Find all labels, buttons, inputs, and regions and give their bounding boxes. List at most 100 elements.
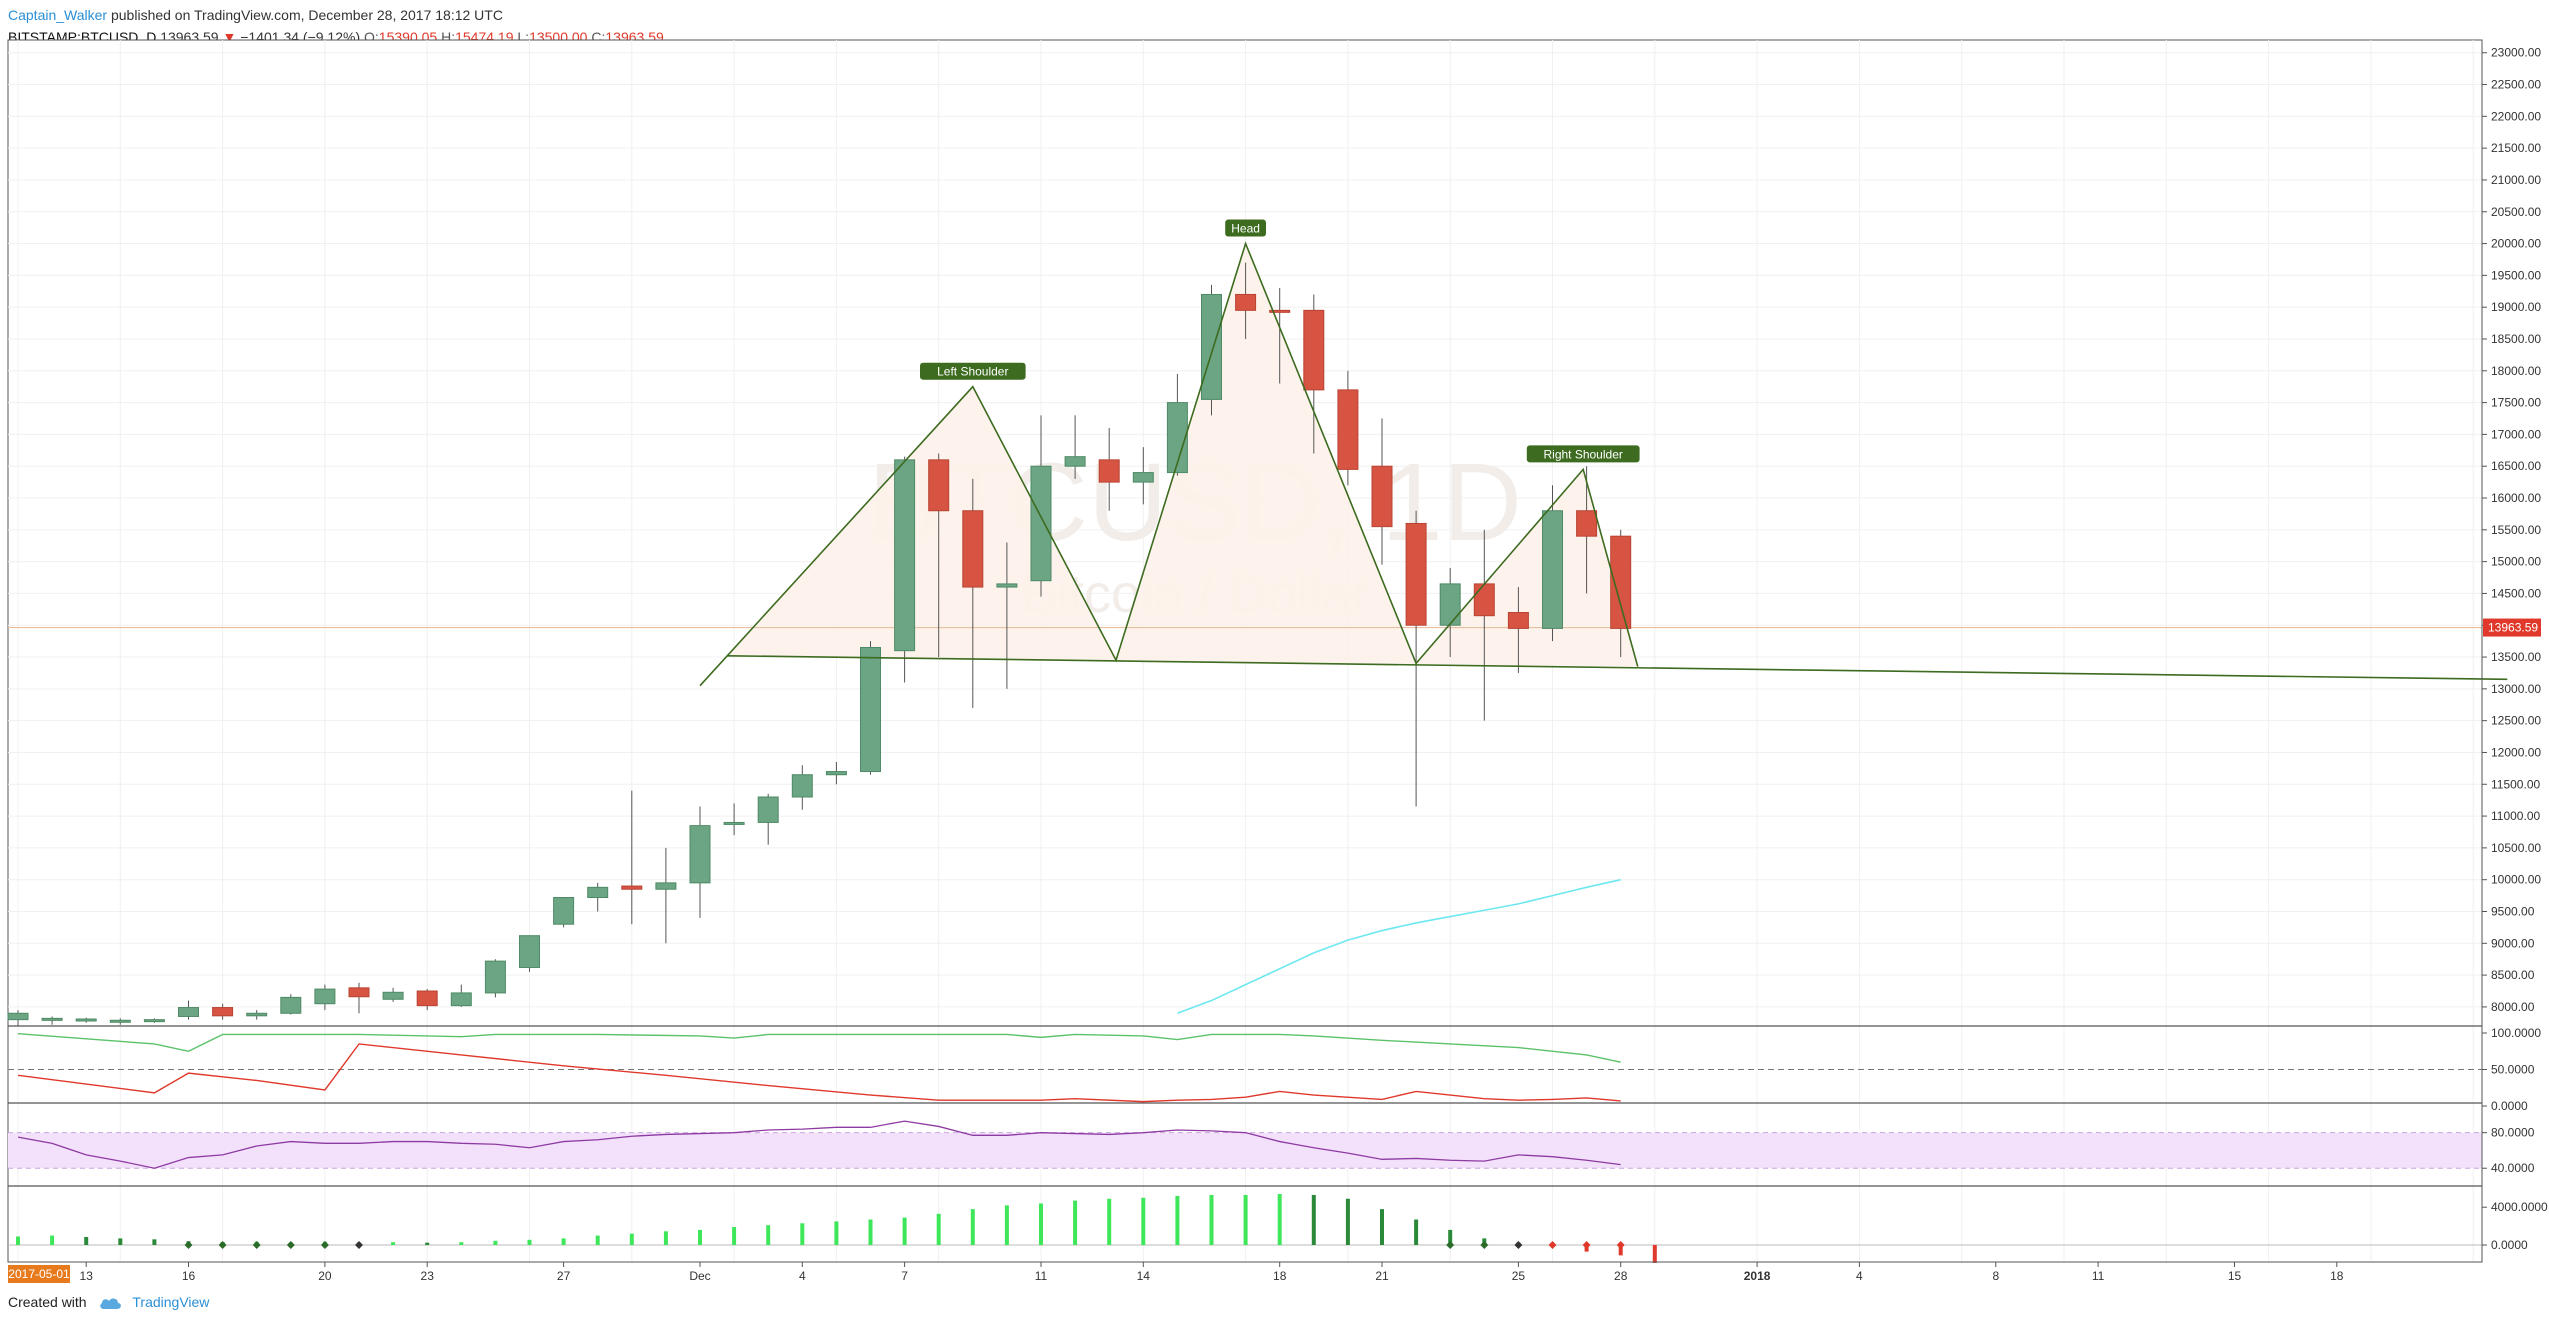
price-tick-label: 9500.00 xyxy=(2491,904,2535,918)
price-tick-label: 22000.00 xyxy=(2491,109,2541,123)
candle-down xyxy=(348,987,370,998)
candle-down xyxy=(1371,465,1393,528)
low-label: L: xyxy=(517,29,530,45)
signal-marker xyxy=(1582,1241,1591,1249)
time-tick-label: 2018 xyxy=(1744,1269,1771,1283)
time-tick-label: 21 xyxy=(1375,1269,1389,1283)
candle-up xyxy=(553,897,575,925)
volume-bar xyxy=(1039,1203,1043,1245)
price-tick-label: 21500.00 xyxy=(2491,141,2541,155)
price-tick-label: 15500.00 xyxy=(2491,523,2541,537)
candle-up xyxy=(825,771,847,776)
volume-bar xyxy=(1380,1209,1384,1245)
volume-bar xyxy=(152,1239,157,1245)
candle-up xyxy=(7,1012,29,1021)
volume-bar xyxy=(84,1236,89,1245)
volume-bar xyxy=(1345,1198,1350,1245)
price-tick-label: 23000.00 xyxy=(2491,46,2541,60)
price-tick-label: 18500.00 xyxy=(2491,332,2541,346)
rsi-tick-label: 40.0000 xyxy=(2491,1161,2535,1175)
price-tick-label: 10000.00 xyxy=(2491,873,2541,887)
moving-average-line xyxy=(1177,878,1621,1015)
price-tick-label: 11500.00 xyxy=(2491,777,2540,791)
time-tick-label: 8 xyxy=(1992,1269,1999,1283)
publish-line: Captain_Walker published on TradingView.… xyxy=(8,4,664,26)
last-price-badge xyxy=(2483,618,2541,637)
volume-bar xyxy=(970,1209,975,1245)
volume-bar xyxy=(493,1240,498,1245)
stoch-tick-label: 50.0000 xyxy=(2491,1063,2535,1077)
head-shoulders-pattern[interactable]: Left Shoulder Head Right Shoulder xyxy=(699,219,2508,687)
signal-marker xyxy=(1446,1241,1455,1249)
volume-bar xyxy=(391,1242,396,1245)
candle-down xyxy=(962,510,984,588)
candle-up xyxy=(143,1019,165,1023)
signal-marker xyxy=(184,1241,193,1249)
candle-down xyxy=(212,1007,234,1017)
time-tick-label: 11 xyxy=(2092,1269,2105,1283)
volume-bar xyxy=(1141,1197,1146,1245)
rsi-pane xyxy=(8,1120,2482,1169)
axes: 23000.00 22500.00 22000.00 21500.00 21000.00… xyxy=(8,40,2548,1283)
volume-bar xyxy=(766,1225,771,1245)
created-with-label: Created with xyxy=(8,1294,87,1310)
volume-bar xyxy=(1652,1245,1657,1263)
neckline xyxy=(727,654,2508,681)
candle-up xyxy=(178,1007,199,1017)
price-tick-label: 17000.00 xyxy=(2491,427,2541,441)
price-tick-label: 11000.00 xyxy=(2491,809,2540,823)
candle-up xyxy=(484,960,506,994)
signal-marker xyxy=(286,1241,295,1249)
signal-marker xyxy=(1616,1241,1625,1249)
volume-bar xyxy=(1618,1245,1623,1256)
time-tick-label: 27 xyxy=(557,1269,571,1283)
candle-up xyxy=(280,996,302,1014)
pattern-line xyxy=(699,241,1639,687)
right-shoulder-label-badge xyxy=(1526,445,1640,463)
stoch-k-line xyxy=(17,1033,1621,1063)
stoch-d-line xyxy=(17,1043,1621,1103)
candle-down xyxy=(1405,522,1427,626)
candle-up xyxy=(894,459,916,652)
candle-up xyxy=(689,825,711,884)
signal-marker xyxy=(1548,1241,1557,1249)
price-tick-label: 18000.00 xyxy=(2491,364,2541,378)
candle-up xyxy=(1542,510,1563,629)
candle-up xyxy=(1030,465,1052,582)
price-tick-label: 8500.00 xyxy=(2491,968,2535,982)
left-shoulder-label: Left Shoulder xyxy=(937,365,1008,379)
right-shoulder-label: Right Shoulder xyxy=(1543,447,1622,461)
candle-up xyxy=(996,583,1018,588)
candle-up xyxy=(1132,472,1154,483)
rsi-line xyxy=(17,1120,1621,1169)
candle-down xyxy=(1303,309,1325,391)
head-label-badge xyxy=(1225,219,1266,237)
time-tick-label: 7 xyxy=(901,1269,908,1283)
time-tick-label: Dec xyxy=(689,1269,710,1283)
price-tick-label: 22500.00 xyxy=(2491,78,2541,92)
price-tick-label: 8000.00 xyxy=(2491,1000,2535,1014)
rsi-tick-label: 80.0000 xyxy=(2491,1126,2535,1140)
volume-bar xyxy=(629,1233,634,1245)
price-tick-label: 15000.00 xyxy=(2491,555,2541,569)
author-link[interactable]: Captain_Walker xyxy=(8,7,108,23)
volume-bar xyxy=(1073,1200,1078,1245)
candle-up xyxy=(1166,402,1188,474)
signal-marker xyxy=(218,1241,227,1249)
volume-bar xyxy=(936,1213,941,1245)
candle-down xyxy=(1576,510,1598,537)
volume-bar xyxy=(459,1242,464,1245)
start-date-label: 2017-05-01 xyxy=(8,1267,70,1281)
candle-down xyxy=(1098,459,1120,483)
footer: Created with TradingView xyxy=(8,1291,209,1313)
price-tick-label: 16500.00 xyxy=(2491,459,2541,473)
price-tick-label: 20500.00 xyxy=(2491,205,2541,219)
volume-bar xyxy=(1004,1205,1009,1245)
signal-marker xyxy=(320,1241,329,1249)
tradingview-brand[interactable]: TradingView xyxy=(132,1294,210,1310)
candle-down xyxy=(1269,309,1291,313)
volume-bar xyxy=(663,1231,668,1245)
signal-marker xyxy=(252,1241,261,1249)
volume-bar xyxy=(425,1242,430,1245)
